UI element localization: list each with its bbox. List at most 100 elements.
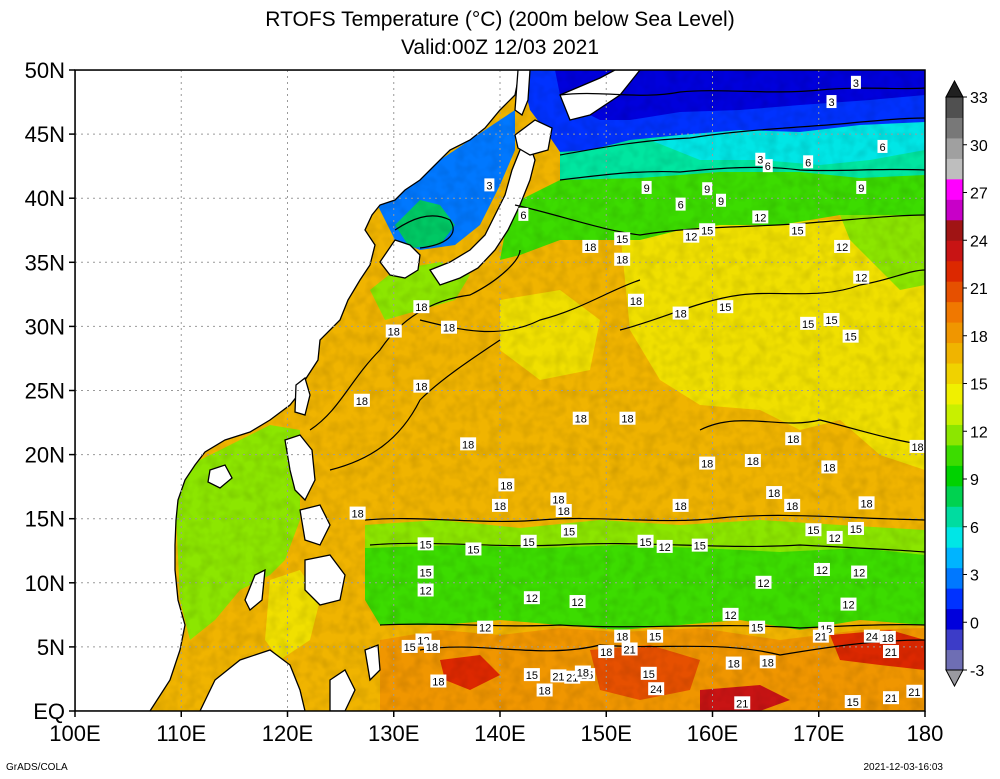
contour-label: 18	[385, 324, 402, 339]
colorbar-label: 30	[970, 138, 988, 155]
colorbar-label: 24	[970, 233, 988, 250]
svg-text:18: 18	[443, 323, 455, 335]
svg-text:18: 18	[768, 488, 780, 500]
colorbar-label: 27	[970, 186, 988, 203]
contour-label: 3	[484, 178, 495, 192]
svg-text:12: 12	[836, 242, 848, 254]
contour-label: 15	[465, 542, 482, 556]
contour-label: 18	[582, 239, 599, 254]
svg-text:18: 18	[462, 439, 474, 451]
svg-text:18: 18	[911, 442, 923, 454]
grid-lines	[75, 70, 925, 711]
contour-label: 15	[699, 223, 716, 237]
svg-text:15: 15	[420, 568, 432, 580]
svg-text:21: 21	[624, 644, 636, 656]
svg-text:12: 12	[685, 232, 697, 244]
contour-label: 12	[656, 539, 673, 554]
colorbar: -3 0 3 6 9 12 15 18 21 24 27 30 33	[945, 79, 988, 688]
svg-text:6: 6	[879, 142, 885, 154]
svg-text:18: 18	[747, 456, 759, 468]
colorbar-label: 12	[970, 424, 988, 441]
colorbar-swatch	[946, 485, 963, 507]
colorbar-label: 21	[970, 281, 988, 298]
lat-tick-label: 15N	[25, 507, 65, 532]
svg-text:15: 15	[526, 670, 538, 682]
contour-label: 15	[800, 316, 817, 331]
svg-text:18: 18	[352, 509, 364, 521]
colorbar-label: 15	[970, 377, 988, 394]
colorbar-swatch	[946, 322, 963, 344]
svg-text:9: 9	[704, 184, 710, 196]
svg-text:15: 15	[643, 669, 655, 681]
contour-label: 15	[417, 565, 434, 580]
contour-label: 21	[883, 691, 899, 705]
contour-label: 18	[784, 498, 801, 513]
contour-label: 12	[840, 597, 857, 612]
colorbar-label: -3	[970, 663, 984, 680]
contour-label: 18	[460, 437, 477, 451]
colorbar-swatch	[946, 465, 963, 487]
contour-label: 15	[520, 534, 537, 549]
svg-text:15: 15	[649, 632, 661, 644]
svg-text:15: 15	[807, 525, 819, 537]
svg-text:18: 18	[823, 462, 835, 474]
contour-label: 15	[842, 329, 859, 344]
colorbar-swatch	[946, 547, 963, 569]
contour-label: 18	[555, 504, 572, 518]
svg-text:18: 18	[558, 506, 570, 518]
svg-text:15: 15	[404, 642, 416, 654]
svg-text:6: 6	[765, 161, 771, 173]
svg-text:15: 15	[850, 524, 862, 536]
colorbar-swatch	[946, 342, 963, 364]
map-subtitle: Valid:00Z 12/03 2021	[400, 36, 600, 59]
svg-text:18: 18	[494, 501, 506, 513]
contour-label: 12	[722, 607, 739, 622]
svg-text:18: 18	[500, 480, 512, 492]
colorbar-swatch	[946, 199, 963, 221]
svg-text:12: 12	[855, 273, 867, 285]
svg-text:3: 3	[757, 155, 763, 167]
contour-label: 18	[879, 630, 896, 645]
colorbar-top-triangle	[945, 79, 964, 98]
contour-label: 15	[691, 538, 708, 553]
svg-text:18: 18	[356, 396, 368, 408]
svg-text:15: 15	[420, 539, 432, 551]
contour-label: 18	[353, 393, 370, 408]
colorbar-swatch	[946, 219, 963, 241]
colorbar-swatch	[946, 158, 963, 180]
contour-label: 6	[675, 197, 686, 212]
colorbar-label: 3	[970, 568, 979, 585]
colorbar-swatch	[946, 281, 963, 303]
svg-text:18: 18	[584, 242, 596, 254]
svg-text:18: 18	[630, 296, 642, 308]
contour-label: 18	[619, 411, 636, 426]
contour-label: 15	[805, 523, 822, 537]
colorbar-swatch	[946, 608, 963, 630]
contour-label: 15	[417, 537, 434, 551]
contour-label: 15	[401, 639, 418, 654]
colorbar-label: 18	[970, 329, 988, 346]
colorbar-swatch	[946, 260, 963, 282]
contour-label: 12	[853, 270, 870, 285]
colorbar-swatch	[946, 97, 963, 118]
contour-label: 18	[785, 432, 802, 446]
svg-text:15: 15	[467, 544, 479, 556]
contour-label: 18	[614, 629, 631, 644]
contour-label: 18	[766, 486, 783, 500]
contour-label: 15	[789, 223, 806, 237]
svg-text:15: 15	[694, 541, 706, 553]
svg-text:15: 15	[847, 697, 859, 709]
contour-label: 12	[755, 575, 772, 590]
svg-text:12: 12	[420, 585, 432, 597]
contour-label: 18	[699, 456, 716, 471]
svg-text:12: 12	[659, 542, 671, 554]
contour-label: 18	[628, 293, 644, 308]
svg-text:9: 9	[858, 183, 864, 195]
contour-label: 18	[821, 460, 838, 474]
colorbar-label: 6	[970, 520, 979, 537]
colorbar-swatch	[946, 424, 963, 446]
contour-label: 12	[523, 591, 540, 605]
lat-tick-label: 20N	[25, 443, 65, 468]
svg-text:12: 12	[724, 610, 736, 622]
